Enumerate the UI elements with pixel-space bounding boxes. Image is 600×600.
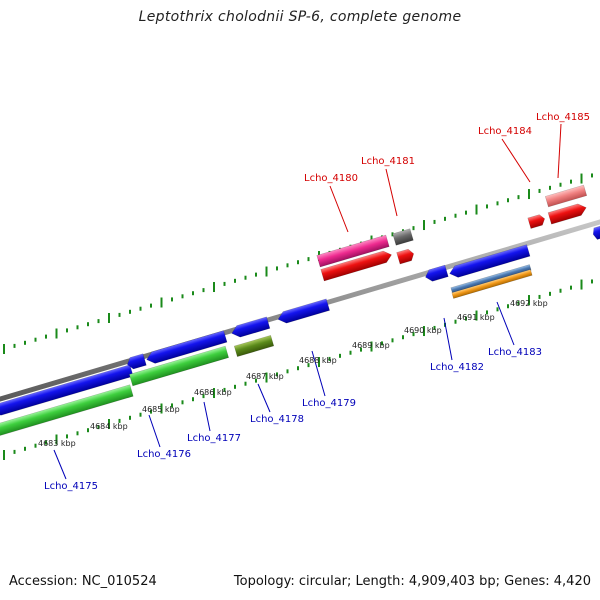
gene-label-reverse[interactable]: Lcho_4179 xyxy=(302,398,356,409)
gene-label-forward[interactable]: Lcho_4180 xyxy=(304,173,358,184)
leader-line xyxy=(557,123,562,179)
map-title: Leptothrix cholodnii SP-6, complete geno… xyxy=(138,9,462,25)
gene-label-forward[interactable]: Lcho_4184 xyxy=(478,126,532,137)
leader-line xyxy=(53,449,67,480)
scale-label: 4683 kbp xyxy=(38,439,76,448)
gene-label-forward[interactable]: Lcho_4181 xyxy=(361,156,415,167)
scale-label: 4687 kbp xyxy=(246,372,284,381)
leader-line xyxy=(496,301,515,346)
gene-arrow xyxy=(320,250,392,282)
gene-arrow xyxy=(450,264,532,294)
forward-tick-track xyxy=(3,173,593,354)
gene-arrow xyxy=(233,335,275,357)
gene-label-reverse[interactable]: Lcho_4176 xyxy=(137,449,191,460)
gene-arrow xyxy=(146,330,228,364)
leader-line xyxy=(443,317,453,361)
scale-label: 4689 kbp xyxy=(352,341,390,350)
gene-arrow xyxy=(544,184,588,208)
gene-arrow xyxy=(449,244,531,278)
accession-text: Accession: NC_010524 xyxy=(9,574,157,589)
gene-leader-lines xyxy=(53,123,562,480)
gene-arrow xyxy=(547,203,587,225)
scale-label: 4692 kbp xyxy=(510,299,548,308)
reverse-tick-track xyxy=(3,279,593,460)
gene-arrow xyxy=(396,248,414,265)
leader-line xyxy=(501,138,531,183)
leader-line xyxy=(329,185,349,233)
leader-line xyxy=(257,383,271,413)
gene-arrow xyxy=(316,234,390,268)
gene-arrow xyxy=(0,384,134,438)
gene-arrow xyxy=(451,269,533,299)
gene-label-reverse[interactable]: Lcho_4182 xyxy=(430,362,484,373)
gene-arrow xyxy=(527,214,545,229)
gene-label-reverse[interactable]: Lcho_4183 xyxy=(488,347,542,358)
gene-arrow xyxy=(592,225,600,240)
leader-line xyxy=(203,401,211,432)
scale-label: 4690 kbp xyxy=(404,326,442,335)
scale-labels: 4683 kbp 4684 kbp 4685 kbp 4686 kbp 4687… xyxy=(38,299,548,448)
gene-arrow xyxy=(231,316,271,338)
scale-label: 4688 kbp xyxy=(299,356,337,365)
gene-label-reverse[interactable]: Lcho_4175 xyxy=(44,481,98,492)
gene-arrow xyxy=(127,353,147,370)
gene-label-forward[interactable]: Lcho_4185 xyxy=(536,112,590,123)
gene-arrow xyxy=(129,345,229,387)
scale-label: 4685 kbp xyxy=(142,405,180,414)
scale-label: 4691 kbp xyxy=(457,313,495,322)
leader-line xyxy=(385,168,398,217)
gene-label-reverse[interactable]: Lcho_4178 xyxy=(250,414,304,425)
gene-arrow xyxy=(277,298,330,324)
scale-label: 4684 kbp xyxy=(90,422,128,431)
scale-label: 4686 kbp xyxy=(194,388,232,397)
gene-arrow xyxy=(392,228,414,246)
topology-text: Topology: circular; Length: 4,909,403 bp… xyxy=(233,574,591,589)
gene-arrow xyxy=(425,264,449,282)
gene-labels: Lcho_4180 Lcho_4181 Lcho_4184 Lcho_4185 … xyxy=(44,112,590,492)
gene-features xyxy=(0,184,600,438)
leader-line xyxy=(311,350,326,397)
gene-label-reverse[interactable]: Lcho_4177 xyxy=(187,433,241,444)
leader-line xyxy=(148,414,161,448)
